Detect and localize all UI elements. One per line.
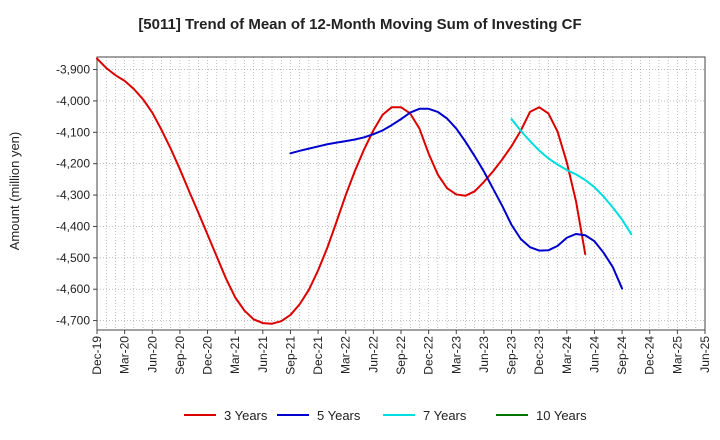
x-tick-label: Sep-20 — [173, 336, 187, 375]
x-tick-label: Jun-22 — [366, 336, 380, 373]
series-line-7-years — [510, 118, 633, 236]
x-tick-label: Dec-22 — [422, 336, 436, 375]
y-tick-label: -4,100 — [56, 125, 90, 139]
x-tick-label: Mar-21 — [228, 336, 242, 374]
series-line-5-years — [289, 107, 624, 290]
y-tick-label: -4,500 — [56, 251, 90, 265]
y-axis: -3,900 -4,000 -4,100 -4,200 -4,300 -4,400 -4,5… — [56, 63, 97, 328]
chart-title: [5011] Trend of Mean of 12-Month Moving … — [138, 16, 581, 33]
x-tick-label: Jun-20 — [145, 336, 159, 373]
y-tick-label: -4,300 — [56, 188, 90, 202]
x-tick-label: Dec-21 — [311, 336, 325, 375]
series-line-3-years — [96, 57, 587, 325]
y-axis-label: Amount (million yen) — [7, 132, 22, 251]
y-tick-label: -3,900 — [56, 63, 90, 77]
x-tick-label: Dec-19 — [90, 336, 104, 375]
legend-label-7-years: 7 Years — [423, 408, 467, 423]
x-tick-label: Dec-23 — [532, 336, 546, 375]
legend-label-3-years: 3 Years — [224, 408, 268, 423]
y-tick-label: -4,000 — [56, 94, 90, 108]
legend-label-10-years: 10 Years — [536, 408, 587, 423]
y-tick-label: -4,200 — [56, 157, 90, 171]
series-layer — [96, 57, 633, 325]
x-tick-label: Mar-24 — [560, 336, 574, 374]
y-tick-label: -4,600 — [56, 282, 90, 296]
x-tick-label: Mar-23 — [449, 336, 463, 374]
x-tick-label: Sep-24 — [615, 336, 629, 375]
y-tick-label: -4,400 — [56, 219, 90, 233]
x-tick-label: Jun-25 — [698, 336, 712, 373]
x-tick-label: Dec-24 — [643, 336, 657, 375]
legend-label-5-years: 5 Years — [317, 408, 361, 423]
x-tick-label: Mar-22 — [339, 336, 353, 374]
x-tick-label: Dec-20 — [201, 336, 215, 375]
x-tick-label: Jun-23 — [477, 336, 491, 373]
x-tick-label: Jun-21 — [256, 336, 270, 373]
y-tick-label: -4,700 — [56, 314, 90, 328]
x-tick-label: Mar-20 — [118, 336, 132, 374]
x-tick-label: Mar-25 — [670, 336, 684, 374]
legend: 3 Years 5 Years 7 Years 10 Years — [184, 408, 587, 423]
x-axis: Dec-19 Mar-20 Jun-20 Sep-20 Dec-20 Mar-21 Jun-… — [90, 330, 712, 375]
grid-layer — [97, 57, 705, 330]
x-tick-label: Sep-21 — [283, 336, 297, 375]
x-tick-label: Sep-22 — [394, 336, 408, 375]
x-tick-label: Jun-24 — [587, 336, 601, 373]
x-tick-label: Sep-23 — [505, 336, 519, 375]
